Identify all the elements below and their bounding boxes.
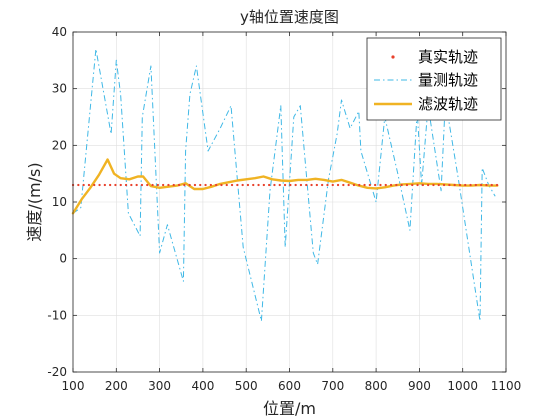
x-tick-label: 500 — [235, 379, 258, 393]
x-tick-label: 900 — [408, 379, 431, 393]
x-tick-label: 1000 — [447, 379, 478, 393]
y-axis-title: 速度/(m/s) — [25, 162, 44, 241]
x-tick-label: 200 — [105, 379, 128, 393]
legend-label-measured-track: 量测轨迹 — [418, 71, 478, 89]
x-axis-title: 位置/m — [263, 399, 316, 418]
x-tick-label: 600 — [278, 379, 301, 393]
y-tick-label: 0 — [59, 252, 67, 266]
chart-title: y轴位置速度图 — [240, 8, 339, 26]
legend-item-true-track: 真实轨迹 — [391, 48, 478, 66]
axis-ticks: 100 200 300 400 500 600 700 800 900 1000 1100-20-1… — [47, 25, 521, 393]
x-tick-label: 400 — [191, 379, 214, 393]
legend-label-true-track: 真实轨迹 — [418, 48, 478, 66]
y-tick-label: -20 — [47, 365, 67, 379]
series-line-filtered-track — [71, 158, 499, 215]
x-tick-label: 800 — [365, 379, 388, 393]
y-tick-label: 20 — [52, 138, 67, 152]
y-tick-label: 10 — [52, 195, 67, 209]
x-tick-label: 700 — [321, 379, 344, 393]
x-tick-label: 300 — [148, 379, 171, 393]
legend-label-filtered-track: 滤波轨迹 — [418, 95, 478, 113]
y-tick-label: -10 — [47, 308, 67, 322]
series-layer — [71, 48, 499, 322]
legend: 真实轨迹 量测轨迹 滤波轨迹 — [366, 37, 502, 121]
legend-item-measured-track: 量测轨迹 — [374, 71, 478, 89]
legend-swatch-true-track — [391, 55, 395, 59]
legend-item-filtered-track: 滤波轨迹 — [374, 95, 478, 113]
legend-box — [366, 37, 502, 121]
x-tick-label: 100 — [62, 379, 85, 393]
x-tick-label: 1100 — [491, 379, 522, 393]
y-tick-label: 30 — [52, 82, 67, 96]
y-tick-label: 40 — [52, 25, 67, 39]
